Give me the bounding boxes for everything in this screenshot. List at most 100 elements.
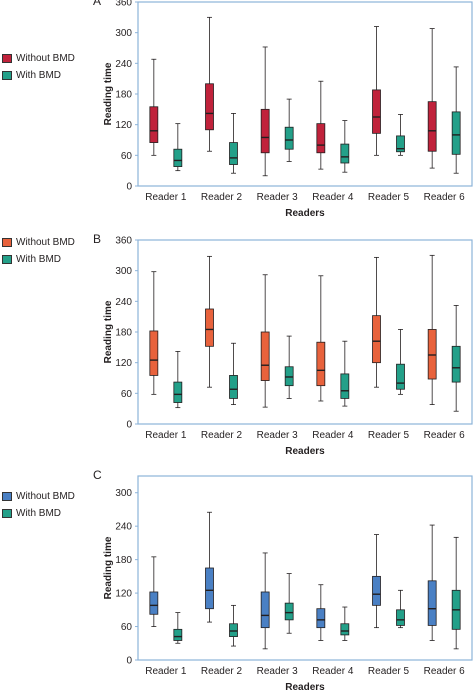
box-with-bmd-reader-5 xyxy=(396,114,405,156)
y-tick-label: 0 xyxy=(126,182,132,193)
y-axis-label: Reading time xyxy=(103,62,114,125)
y-tick-label: 300 xyxy=(115,488,132,499)
box-without-bmd-reader-6 xyxy=(427,524,437,641)
box-iqr xyxy=(451,111,461,155)
x-tick-label: Reader 2 xyxy=(201,192,243,203)
box-iqr xyxy=(451,345,461,383)
legend-label: Without BMD xyxy=(16,236,75,248)
box-iqr xyxy=(396,363,405,390)
x-tick-label: Reader 3 xyxy=(257,192,299,203)
box-with-bmd-reader-4 xyxy=(340,606,350,641)
y-axis-label: Reading time xyxy=(103,536,114,599)
legend-label: With BMD xyxy=(16,507,61,519)
box-iqr xyxy=(372,575,381,606)
box-without-bmd-reader-5 xyxy=(372,26,381,156)
box-with-bmd-reader-4 xyxy=(340,120,350,173)
box-iqr xyxy=(173,381,183,403)
box-iqr xyxy=(284,126,294,150)
y-tick-label: 60 xyxy=(121,151,133,162)
box-without-bmd-reader-1 xyxy=(149,556,159,627)
box-iqr xyxy=(316,123,326,154)
panel-label: A xyxy=(93,0,102,8)
x-tick-label: Reader 3 xyxy=(257,430,299,441)
box-without-bmd-reader-2 xyxy=(205,16,214,152)
y-tick-label: 0 xyxy=(126,656,132,667)
legend-item: Without BMD xyxy=(2,490,75,502)
box-with-bmd-reader-5 xyxy=(396,589,405,629)
box-iqr xyxy=(316,608,326,629)
box-without-bmd-reader-3 xyxy=(260,274,270,408)
box-without-bmd-reader-2 xyxy=(205,511,214,623)
box-iqr xyxy=(260,591,270,629)
y-tick-label: 120 xyxy=(115,358,132,369)
box-iqr xyxy=(260,331,270,381)
y-axis-label: Reading time xyxy=(103,300,114,363)
box-without-bmd-reader-4 xyxy=(316,275,326,402)
y-tick-label: 0 xyxy=(126,420,132,431)
box-with-bmd-reader-4 xyxy=(340,340,350,407)
box-iqr xyxy=(205,567,214,610)
panel-label: C xyxy=(93,468,102,482)
x-tick-label: Reader 2 xyxy=(201,430,243,441)
x-tick-label: Reader 6 xyxy=(424,666,466,677)
box-with-bmd-reader-5 xyxy=(396,329,405,395)
box-iqr xyxy=(229,142,238,165)
box-with-bmd-reader-3 xyxy=(284,98,294,162)
box-with-bmd-reader-2 xyxy=(229,604,238,647)
box-with-bmd-reader-3 xyxy=(284,573,294,634)
box-with-bmd-reader-3 xyxy=(284,335,294,399)
box-with-bmd-reader-6 xyxy=(451,66,461,174)
x-tick-label: Reader 1 xyxy=(145,666,187,677)
x-axis-label: Readers xyxy=(285,208,325,219)
box-iqr xyxy=(427,329,437,380)
box-iqr xyxy=(372,315,381,364)
y-tick-label: 300 xyxy=(115,28,132,39)
box-iqr xyxy=(340,623,350,636)
y-tick-label: 240 xyxy=(115,522,132,533)
plot-frame xyxy=(137,475,473,661)
box-without-bmd-reader-5 xyxy=(372,534,381,629)
box-without-bmd-reader-3 xyxy=(260,552,270,650)
x-tick-label: Reader 5 xyxy=(368,666,410,677)
box-without-bmd-reader-6 xyxy=(427,254,437,405)
legend-label: With BMD xyxy=(16,253,61,265)
y-tick-label: 240 xyxy=(115,297,132,308)
box-iqr xyxy=(205,308,214,347)
legend-swatch xyxy=(2,237,12,247)
x-tick-label: Reader 1 xyxy=(145,430,187,441)
box-without-bmd-reader-4 xyxy=(316,80,326,170)
box-without-bmd-reader-6 xyxy=(427,28,437,169)
y-tick-label: 180 xyxy=(115,90,132,101)
legend-swatch xyxy=(2,508,12,518)
box-iqr xyxy=(205,83,214,131)
y-tick-label: 360 xyxy=(115,0,132,9)
box-iqr xyxy=(229,623,238,637)
box-without-bmd-reader-5 xyxy=(372,256,381,388)
x-axis-label: Readers xyxy=(285,682,325,692)
legend-item: With BMD xyxy=(2,507,61,519)
y-tick-label: 240 xyxy=(115,59,132,70)
legend-item: With BMD xyxy=(2,253,61,265)
box-with-bmd-reader-2 xyxy=(229,113,238,174)
box-iqr xyxy=(229,375,238,399)
box-iqr xyxy=(149,330,159,376)
box-iqr xyxy=(340,143,350,164)
legend-item: Without BMD xyxy=(2,52,75,64)
panel-label: B xyxy=(93,232,102,246)
box-with-bmd-reader-2 xyxy=(229,342,238,405)
box-without-bmd-reader-4 xyxy=(316,584,326,641)
y-tick-label: 60 xyxy=(121,622,133,633)
box-iqr xyxy=(284,602,294,621)
x-tick-label: Reader 4 xyxy=(312,192,354,203)
box-iqr xyxy=(316,341,326,387)
y-tick-label: 300 xyxy=(115,266,132,277)
box-iqr xyxy=(260,108,270,154)
y-tick-label: 180 xyxy=(115,555,132,566)
x-tick-label: Reader 3 xyxy=(257,666,299,677)
box-with-bmd-reader-1 xyxy=(173,351,183,409)
x-tick-label: Reader 4 xyxy=(312,666,354,677)
box-without-bmd-reader-1 xyxy=(149,58,159,156)
legend-swatch xyxy=(2,53,12,63)
